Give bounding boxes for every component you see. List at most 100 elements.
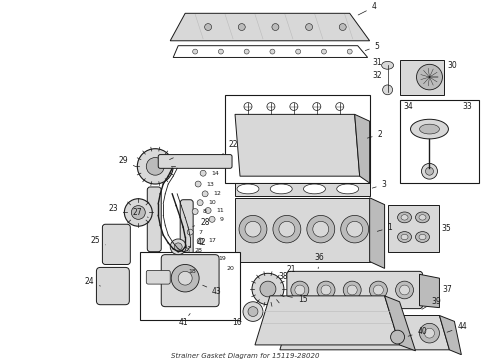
Circle shape xyxy=(373,285,383,295)
Ellipse shape xyxy=(397,231,412,242)
Ellipse shape xyxy=(401,215,408,220)
Text: 44: 44 xyxy=(447,322,467,332)
Ellipse shape xyxy=(416,212,429,223)
Text: 32: 32 xyxy=(372,71,382,80)
Text: 28: 28 xyxy=(193,218,210,227)
Circle shape xyxy=(421,163,438,179)
Ellipse shape xyxy=(270,184,292,194)
Ellipse shape xyxy=(419,124,440,134)
Ellipse shape xyxy=(401,234,408,240)
Polygon shape xyxy=(235,198,369,261)
FancyBboxPatch shape xyxy=(287,271,422,309)
Text: 9: 9 xyxy=(220,217,224,222)
Circle shape xyxy=(295,49,301,54)
Text: 22: 22 xyxy=(222,140,238,154)
Text: 16: 16 xyxy=(232,318,242,327)
Circle shape xyxy=(200,170,206,176)
Polygon shape xyxy=(355,114,369,183)
Circle shape xyxy=(174,243,182,251)
Text: 11: 11 xyxy=(216,208,224,213)
Circle shape xyxy=(193,49,197,54)
Text: 19: 19 xyxy=(218,256,226,261)
Text: 8: 8 xyxy=(203,209,207,214)
Circle shape xyxy=(391,330,405,344)
Circle shape xyxy=(215,265,221,271)
Circle shape xyxy=(197,200,203,206)
Text: 20: 20 xyxy=(226,266,234,271)
Text: 36: 36 xyxy=(315,253,324,269)
FancyBboxPatch shape xyxy=(158,154,232,168)
Circle shape xyxy=(279,221,295,237)
Text: 3: 3 xyxy=(372,180,387,189)
Text: 42: 42 xyxy=(188,238,206,247)
Polygon shape xyxy=(170,13,369,41)
Circle shape xyxy=(124,199,152,226)
Text: 35: 35 xyxy=(441,224,451,233)
Text: 27: 27 xyxy=(132,208,148,217)
Text: 12: 12 xyxy=(213,191,221,196)
Circle shape xyxy=(336,103,343,111)
Circle shape xyxy=(295,285,305,295)
Polygon shape xyxy=(280,315,449,350)
Ellipse shape xyxy=(303,184,325,194)
Circle shape xyxy=(244,103,252,111)
Circle shape xyxy=(238,24,245,31)
Circle shape xyxy=(419,323,440,343)
Circle shape xyxy=(383,85,392,95)
FancyBboxPatch shape xyxy=(97,267,129,305)
Circle shape xyxy=(131,206,145,219)
Polygon shape xyxy=(369,198,385,269)
Polygon shape xyxy=(235,114,360,176)
Circle shape xyxy=(147,158,164,175)
Text: 15: 15 xyxy=(288,295,307,304)
FancyBboxPatch shape xyxy=(102,224,130,265)
Bar xyxy=(225,95,369,183)
Ellipse shape xyxy=(237,184,259,194)
Circle shape xyxy=(209,216,215,222)
Polygon shape xyxy=(440,315,462,355)
Text: 29: 29 xyxy=(119,156,135,166)
Circle shape xyxy=(306,24,313,31)
Circle shape xyxy=(347,49,352,54)
Circle shape xyxy=(307,215,335,243)
Text: 37: 37 xyxy=(442,284,452,293)
Circle shape xyxy=(195,181,201,187)
Circle shape xyxy=(187,229,193,235)
Text: 25: 25 xyxy=(91,236,105,245)
FancyBboxPatch shape xyxy=(180,200,193,255)
Ellipse shape xyxy=(397,212,412,223)
Circle shape xyxy=(347,285,357,295)
Text: 43: 43 xyxy=(203,285,222,296)
Text: 4: 4 xyxy=(358,3,376,15)
Circle shape xyxy=(178,271,192,285)
Circle shape xyxy=(252,273,284,305)
Text: 7: 7 xyxy=(198,230,202,235)
Bar xyxy=(399,100,479,183)
Ellipse shape xyxy=(419,215,426,220)
Circle shape xyxy=(239,215,267,243)
Circle shape xyxy=(317,281,335,299)
Circle shape xyxy=(365,328,375,338)
Polygon shape xyxy=(419,274,440,308)
Bar xyxy=(399,60,444,95)
Circle shape xyxy=(248,307,258,316)
Polygon shape xyxy=(385,296,416,351)
Circle shape xyxy=(202,191,208,197)
Text: 13: 13 xyxy=(206,181,214,186)
Circle shape xyxy=(219,49,223,54)
Ellipse shape xyxy=(419,234,426,240)
Ellipse shape xyxy=(411,119,448,139)
Circle shape xyxy=(197,238,203,244)
Text: 38: 38 xyxy=(278,272,293,284)
Circle shape xyxy=(170,239,186,255)
Circle shape xyxy=(260,281,276,297)
FancyBboxPatch shape xyxy=(147,270,170,284)
Circle shape xyxy=(347,221,363,237)
Text: 5: 5 xyxy=(365,42,380,51)
Text: 18: 18 xyxy=(188,269,196,274)
Text: 23: 23 xyxy=(108,203,123,212)
Circle shape xyxy=(270,49,275,54)
Text: 14: 14 xyxy=(211,171,219,176)
Circle shape xyxy=(424,328,435,338)
Circle shape xyxy=(313,221,329,237)
